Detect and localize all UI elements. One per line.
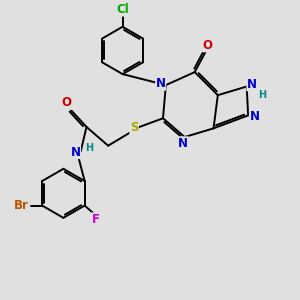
Text: N: N (247, 78, 257, 91)
Text: N: N (156, 77, 166, 90)
Text: Cl: Cl (116, 3, 129, 16)
Text: N: N (70, 146, 80, 158)
Text: O: O (61, 97, 71, 110)
Text: Br: Br (14, 199, 29, 212)
Text: N: N (178, 137, 188, 150)
Text: H: H (85, 143, 93, 153)
Text: O: O (203, 39, 213, 52)
Text: S: S (130, 121, 138, 134)
Text: F: F (92, 213, 100, 226)
Text: H: H (258, 90, 266, 100)
Text: N: N (250, 110, 260, 123)
